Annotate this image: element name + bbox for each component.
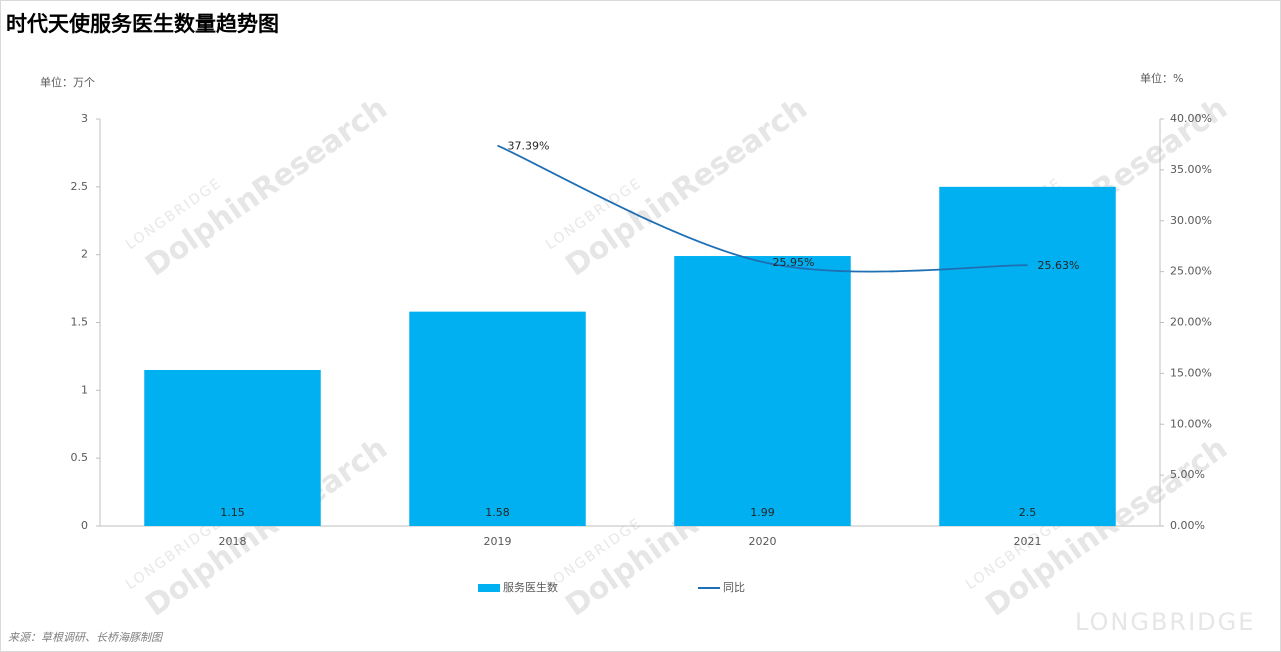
y2-tick-label: 5.00% (1170, 468, 1205, 481)
y2-tick-label: 25.00% (1170, 265, 1212, 278)
legend-label: 同比 (723, 581, 745, 594)
bar (144, 369, 321, 526)
y-tick-label: 2.5 (71, 180, 89, 193)
y2-unit: 单位：% (1140, 71, 1183, 85)
legend-label: 服务医生数 (503, 580, 558, 594)
bar-value-label: 1.15 (220, 506, 245, 519)
y2-tick-label: 0.00% (1170, 519, 1205, 532)
logo-text: LONGBRIDGE (1075, 608, 1255, 636)
y-tick-label: 0 (81, 519, 88, 532)
line-value-label: 25.63% (1038, 259, 1080, 272)
bar-value-label: 2.5 (1019, 506, 1037, 519)
y2-tick-label: 20.00% (1170, 316, 1212, 329)
y2-tick-label: 10.00% (1170, 417, 1212, 430)
bar (939, 186, 1116, 527)
x-tick-label: 2018 (219, 535, 247, 548)
y2-tick-label: 30.00% (1170, 214, 1212, 227)
line (497, 144, 1028, 273)
x-tick-label: 2019 (484, 535, 512, 548)
x-tick-label: 2020 (749, 535, 777, 548)
x-tick-label: 2021 (1014, 535, 1042, 548)
y-tick-label: 0.5 (71, 451, 89, 464)
bar-value-label: 1.99 (750, 506, 775, 519)
y-tick-label: 3 (81, 112, 88, 125)
y2-tick-label: 15.00% (1170, 366, 1212, 379)
y2-tick-label: 35.00% (1170, 163, 1212, 176)
line-value-label: 25.95% (773, 256, 815, 269)
y-tick-label: 1.5 (71, 316, 89, 329)
line-value-label: 37.39% (508, 140, 550, 153)
y-tick-label: 1 (81, 383, 88, 396)
y-unit: 单位：万个 (40, 75, 95, 89)
source: 来源：草根调研、长桥海豚制图 (8, 631, 164, 644)
bar (674, 256, 851, 526)
y-tick-label: 2 (81, 248, 88, 261)
legend-swatch (478, 584, 500, 592)
y2-tick-label: 40.00% (1170, 112, 1212, 125)
bar (409, 311, 586, 526)
chart-title: 时代天使服务医生数量趋势图 (6, 12, 279, 36)
bar-value-label: 1.58 (485, 506, 510, 519)
